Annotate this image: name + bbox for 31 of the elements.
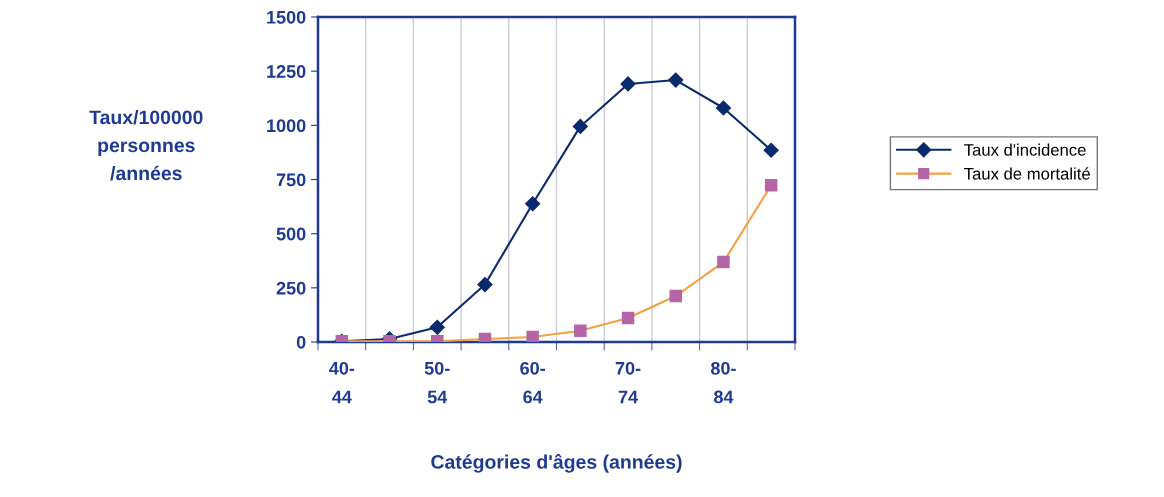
point: [478, 332, 492, 342]
x-tick-label: 60- 64: [520, 361, 545, 404]
point: [668, 72, 684, 88]
y-tick-label: 1250: [267, 65, 306, 78]
point: [525, 196, 541, 212]
y-tick-label: 500: [276, 227, 306, 241]
point: [669, 289, 683, 303]
point: [621, 311, 635, 325]
x-tick-label: 40- 44: [329, 361, 355, 404]
point: [429, 319, 445, 335]
y-tick-label: 0: [296, 335, 306, 349]
point: [572, 118, 588, 134]
point: [477, 277, 493, 293]
point: [574, 324, 587, 337]
y-tick-label: 1500: [267, 10, 306, 24]
x-axis-title: Catégories d'âges (années): [431, 454, 682, 473]
point: [620, 76, 636, 92]
point: [717, 255, 730, 269]
point: [763, 142, 779, 158]
y-tick-label: 750: [276, 173, 306, 187]
x-tick-label: 70- 74: [615, 361, 641, 404]
point: [764, 179, 778, 192]
legend-label: Taux de mortalité: [964, 167, 1090, 180]
x-tick-label: 80- 84: [710, 361, 736, 404]
x-tick-label: 50- 54: [424, 361, 450, 404]
y-tick-label: 250: [276, 281, 306, 295]
y-tick-label: 1000: [267, 119, 306, 133]
point: [526, 330, 539, 342]
point: [715, 100, 732, 116]
legend-label: Taux d'incidence: [964, 143, 1086, 156]
y-axis-title: Taux/100000 personnes /années: [89, 109, 203, 181]
